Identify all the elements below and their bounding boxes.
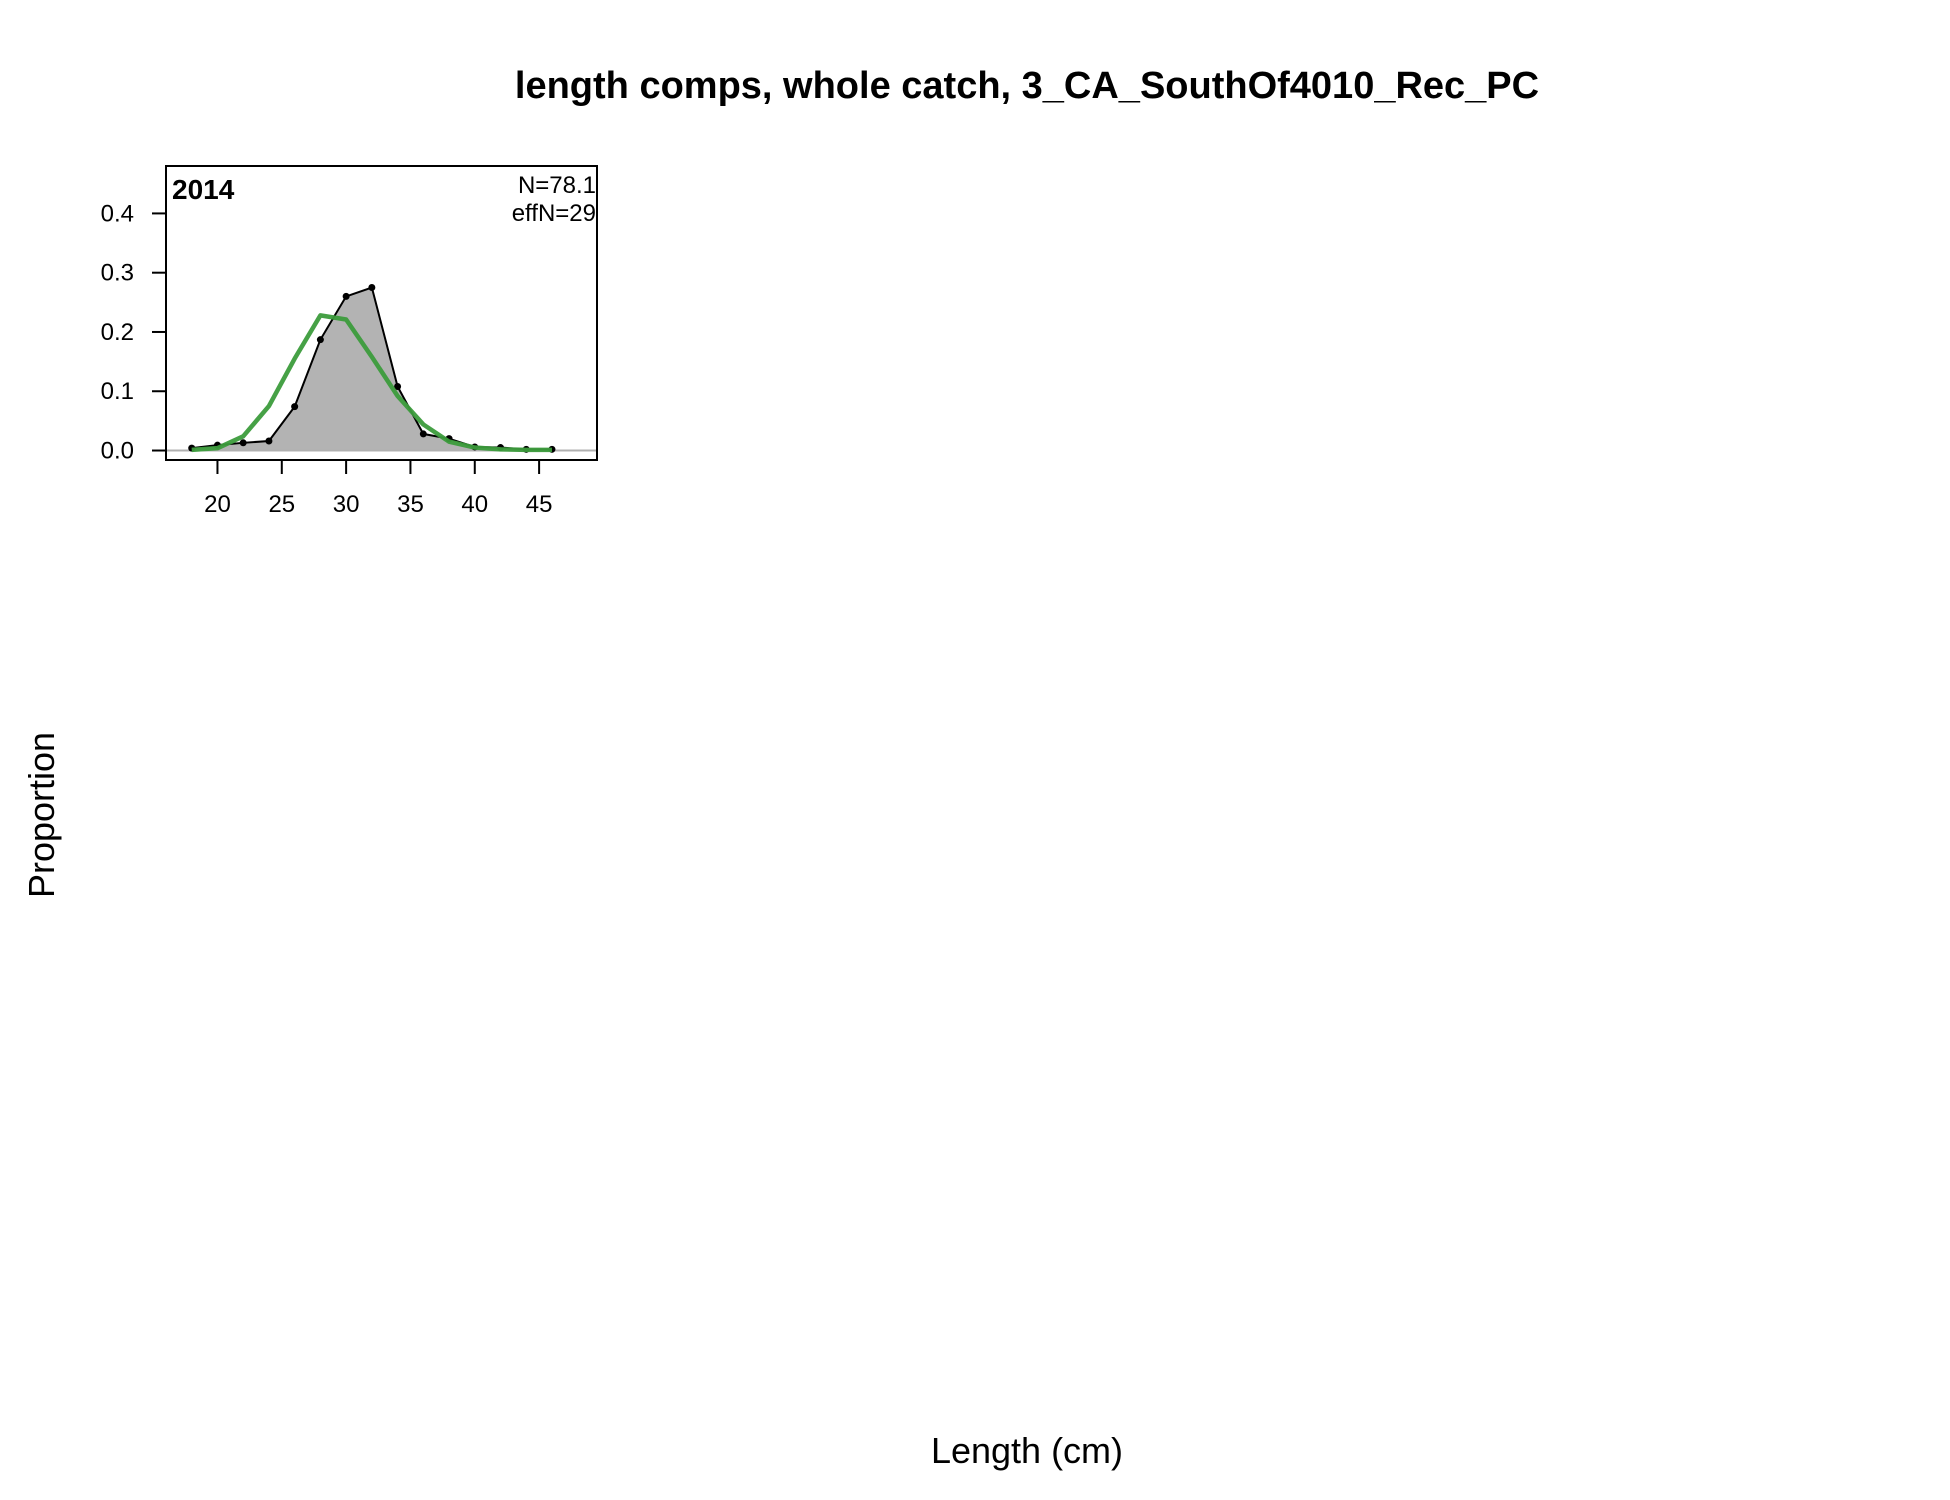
plot-panel: 2014 N=78.1 effN=29 [165,165,598,461]
expected-line [191,313,552,453]
y-axis: 0.0 0.1 0.2 0.3 0.4 [101,200,166,465]
observed-point [316,336,324,344]
observed-point [291,403,299,411]
observed-point [419,430,427,438]
observed-point [265,437,273,445]
x-tick-label: 45 [526,491,553,518]
y-tick-label: 0.2 [101,319,134,346]
y-axis-label: Proportion [21,732,62,898]
sample-size-label: N=78.1 [518,172,596,199]
observed-point [239,439,247,447]
observed-point [394,383,402,390]
x-axis-label: Length (cm) [931,1430,1123,1471]
x-tick-label: 20 [204,491,231,518]
effective-sample-size-label: effN=29 [512,200,596,227]
chart-title: length comps, whole catch, 3_CA_SouthOf4… [515,65,1539,107]
x-tick-label: 25 [268,491,295,518]
x-tick-label: 30 [333,491,360,518]
panel-year-label: 2014 [172,174,235,205]
y-tick-label: 0.3 [101,260,134,287]
plot-marks [166,284,597,453]
observed-point [342,292,350,300]
x-tick-label: 35 [397,491,424,518]
observed-area [191,287,552,451]
y-tick-label: 0.4 [101,200,134,227]
panel-frame [165,165,598,461]
y-tick-label: 0.1 [101,378,134,405]
observed-point [368,284,376,292]
x-axis: 20 25 30 35 40 45 [204,460,552,518]
x-tick-label: 40 [461,491,488,518]
y-tick-label: 0.0 [101,438,134,465]
